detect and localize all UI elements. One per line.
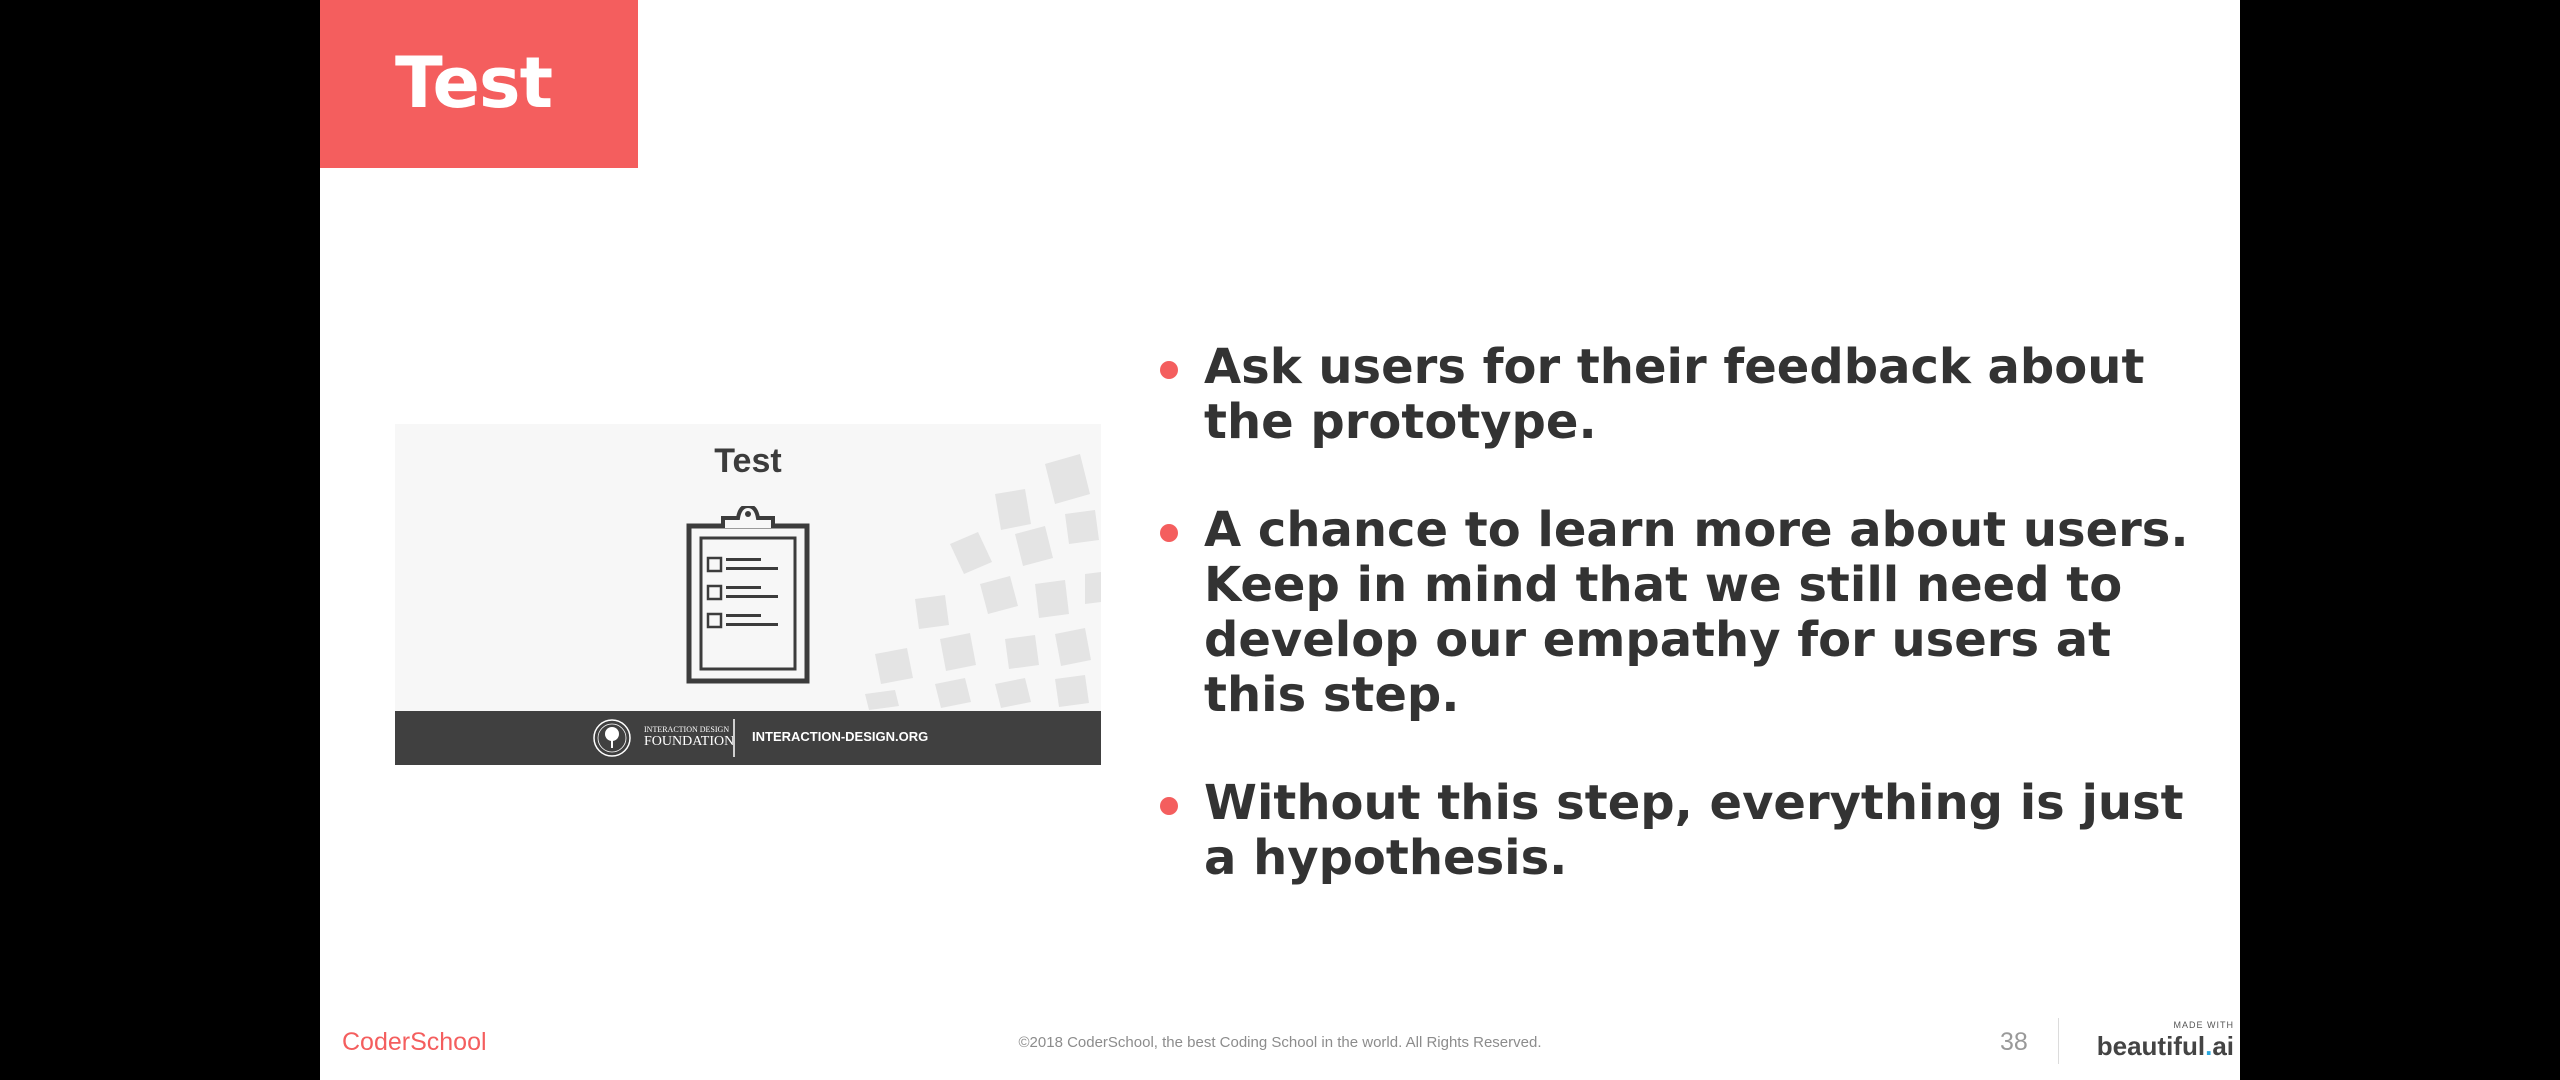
bullet-item: Ask users for their feedback about the p… [1160,340,2220,450]
image-footer-bar: INTERACTION DESIGN FOUNDATION INTERACTIO… [395,711,1101,765]
image-title: Test [714,442,782,480]
brand-suffix: ai [2212,1031,2234,1061]
copyright-text: ©2018 CoderSchool, the best Coding Schoo… [1018,1034,1542,1051]
foundation-name-small: INTERACTION DESIGN [644,725,730,734]
brand-dot: . [2205,1031,2213,1061]
foundation-name-big: FOUNDATION [644,734,735,749]
footer-divider [2058,1018,2059,1064]
bullet-item: Without this step, everything is just a … [1160,776,2220,886]
decorative-shapes [865,454,1101,710]
beautiful-ai-logo[interactable]: beautiful.ai [2088,1031,2234,1062]
bullet-dot [1160,797,1178,815]
brand-prefix: beautiful [2096,1031,2206,1061]
foundation-name: INTERACTION DESIGN FOUNDATION [644,724,735,749]
bullet-list: Ask users for their feedback about the p… [1160,340,2220,939]
bar-divider [733,719,735,757]
title-box: Test [320,0,638,168]
bullet-dot [1160,361,1178,379]
slide-title: Test [395,42,553,124]
foundation-logo-icon [593,719,631,757]
made-with-label: MADE WITH [2173,1020,2234,1030]
bullet-text: Without this step, everything is just a … [1204,775,2184,886]
bullet-dot [1160,524,1178,542]
slide: Test Test [320,0,2240,1080]
bullet-text: Ask users for their feedback about the p… [1204,339,2145,450]
clipboard-checklist-icon [686,506,810,684]
foundation-url: INTERACTION-DESIGN.ORG [752,729,929,744]
bullet-text: A chance to learn more about users. Keep… [1204,502,2189,723]
test-stage-image: Test INTERACTION DESIGN [395,424,1101,765]
bullet-item: A chance to learn more about users. Keep… [1160,503,2220,723]
page-number: 38 [2000,1028,2028,1056]
coderschool-logo: CoderSchool [342,1028,487,1056]
